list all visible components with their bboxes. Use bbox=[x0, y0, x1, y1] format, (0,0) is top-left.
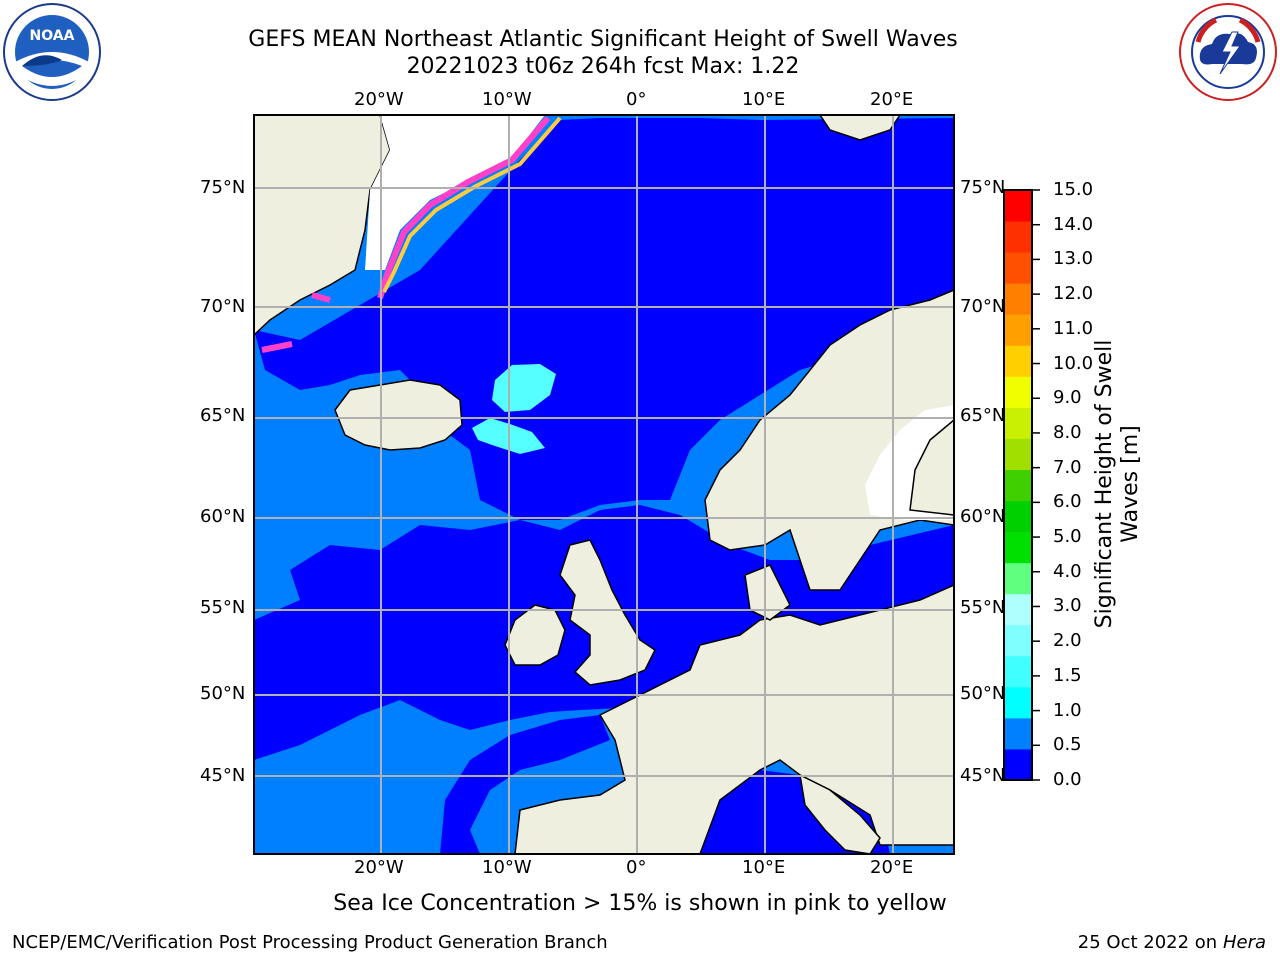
colorbar-tick-label: 9.0 bbox=[1053, 387, 1082, 409]
lon-label-bottom-20w: 20°W bbox=[354, 857, 404, 878]
colorbar-tick-label: 6.0 bbox=[1053, 491, 1082, 513]
svalbard bbox=[819, 115, 901, 141]
colorbar-frame bbox=[1003, 189, 1033, 781]
colorbar-tick-label: 8.0 bbox=[1053, 421, 1082, 443]
iceland bbox=[334, 379, 463, 451]
lon-label-bottom-10e: 10°E bbox=[742, 857, 786, 878]
footer-date: 25 Oct 2022 on Hera bbox=[1078, 932, 1266, 953]
lat-label-left-70n: 70°N bbox=[200, 296, 246, 317]
colorbar-tick-label: 12.0 bbox=[1053, 283, 1094, 305]
lon-label-bottom-10w: 10°W bbox=[482, 857, 532, 878]
colorbar-segment bbox=[1004, 624, 1032, 657]
colorbar-segment bbox=[1004, 283, 1032, 315]
footer-date-text: 25 Oct 2022 on bbox=[1077, 932, 1223, 953]
noaa-logo-icon: NOAA bbox=[3, 3, 101, 101]
colorbar-segment bbox=[1004, 562, 1032, 595]
title-line-2: 20221023 t06z 264h fcst Max: 1.22 bbox=[406, 54, 800, 79]
colorbar-tick-label: 1.0 bbox=[1053, 699, 1082, 721]
lat-label-right-50n: 50°N bbox=[960, 683, 1006, 704]
colorbar-tick-label: 10.0 bbox=[1053, 352, 1094, 374]
colorbar-segment bbox=[1004, 717, 1032, 750]
colorbar-segment bbox=[1004, 190, 1032, 222]
lon-label-top-10e: 10°E bbox=[742, 89, 786, 110]
ice-sheet bbox=[365, 115, 545, 270]
finland bbox=[909, 419, 954, 516]
colorbar-segment bbox=[1004, 593, 1032, 626]
ice-edge-yellow bbox=[382, 116, 562, 293]
footer-branch: NCEP/EMC/Verification Post Processing Pr… bbox=[12, 932, 608, 953]
colorbar-segment bbox=[1004, 748, 1032, 781]
title-line-1: GEFS MEAN Northeast Atlantic Significant… bbox=[248, 27, 958, 52]
lon-label-top-20w: 20°W bbox=[354, 89, 404, 110]
footer-machine: Hera bbox=[1222, 932, 1266, 953]
lat-label-left-60n: 60°N bbox=[200, 506, 246, 527]
italy bbox=[799, 773, 881, 854]
chart-title: GEFS MEAN Northeast Atlantic Significant… bbox=[200, 26, 1006, 80]
colorbar-segment bbox=[1004, 221, 1032, 253]
noaa-logo-text: NOAA bbox=[30, 28, 75, 44]
colorbar-tick-label: 0.0 bbox=[1053, 769, 1082, 790]
greenland bbox=[254, 115, 391, 337]
colorbar-segment bbox=[1004, 345, 1032, 377]
colorbar-segment bbox=[1004, 500, 1032, 533]
colorbar-segment bbox=[1004, 376, 1032, 408]
lat-label-right-60n: 60°N bbox=[960, 506, 1006, 527]
colorbar-segment bbox=[1004, 252, 1032, 284]
colorbar-label: Significant Height of Swell Waves [m] bbox=[1092, 339, 1143, 629]
sea-ice-note: Sea Ice Concentration > 15% is shown in … bbox=[333, 891, 947, 916]
lat-label-left-45n: 45°N bbox=[200, 765, 246, 786]
colorbar-tick-label: 1.5 bbox=[1053, 664, 1082, 686]
lat-label-right-65n: 65°N bbox=[960, 405, 1006, 426]
lat-label-left-50n: 50°N bbox=[200, 683, 246, 704]
colorbar-tick-label: 4.0 bbox=[1053, 560, 1082, 582]
lon-label-top-20e: 20°E bbox=[870, 89, 914, 110]
colorbar-segment bbox=[1004, 686, 1032, 719]
lon-label-top-0: 0° bbox=[626, 89, 647, 110]
nws-logo-icon bbox=[1179, 3, 1277, 101]
colorbar-tick-label: 11.0 bbox=[1053, 317, 1094, 339]
lat-label-left-65n: 65°N bbox=[200, 405, 246, 426]
colorbar-segment bbox=[1004, 469, 1032, 502]
lat-label-right-55n: 55°N bbox=[960, 597, 1006, 618]
lat-label-right-70n: 70°N bbox=[960, 296, 1006, 317]
colorbar-tick-label: 7.0 bbox=[1053, 456, 1082, 478]
colorbar bbox=[1003, 189, 1040, 781]
great-britain bbox=[559, 539, 656, 686]
lon-label-bottom-0: 0° bbox=[626, 857, 647, 878]
colorbar-segment bbox=[1004, 438, 1032, 470]
colorbar-tick-label: 5.0 bbox=[1053, 526, 1082, 548]
colorbar-segment bbox=[1004, 655, 1032, 688]
colorbar-tick-label: 3.0 bbox=[1053, 595, 1082, 617]
lat-label-right-45n: 45°N bbox=[960, 765, 1006, 786]
lat-label-left-55n: 55°N bbox=[200, 597, 246, 618]
colorbar-segment bbox=[1004, 531, 1032, 564]
colorbar-segment bbox=[1004, 407, 1032, 439]
lat-label-left-75n: 75°N bbox=[200, 177, 246, 198]
colorbar-tick-label: 2.0 bbox=[1053, 630, 1082, 652]
colorbar-tick-label: 14.0 bbox=[1053, 213, 1094, 235]
colorbar-tick-label: 0.5 bbox=[1053, 734, 1082, 756]
map-area bbox=[254, 115, 954, 854]
map-frame bbox=[253, 114, 955, 855]
graticule bbox=[254, 115, 954, 854]
colorbar-segment bbox=[1004, 314, 1032, 346]
colorbar-tick-label: 13.0 bbox=[1053, 248, 1094, 270]
colorbar-tick-label: 15.0 bbox=[1053, 179, 1094, 200]
ocean-dark-biscay bbox=[440, 715, 610, 854]
lon-label-top-10w: 10°W bbox=[482, 89, 532, 110]
ice-edge-pink bbox=[261, 116, 551, 353]
lat-label-right-75n: 75°N bbox=[960, 177, 1006, 198]
lon-label-bottom-20e: 20°E bbox=[870, 857, 914, 878]
ocean-dark-north bbox=[254, 118, 954, 520]
